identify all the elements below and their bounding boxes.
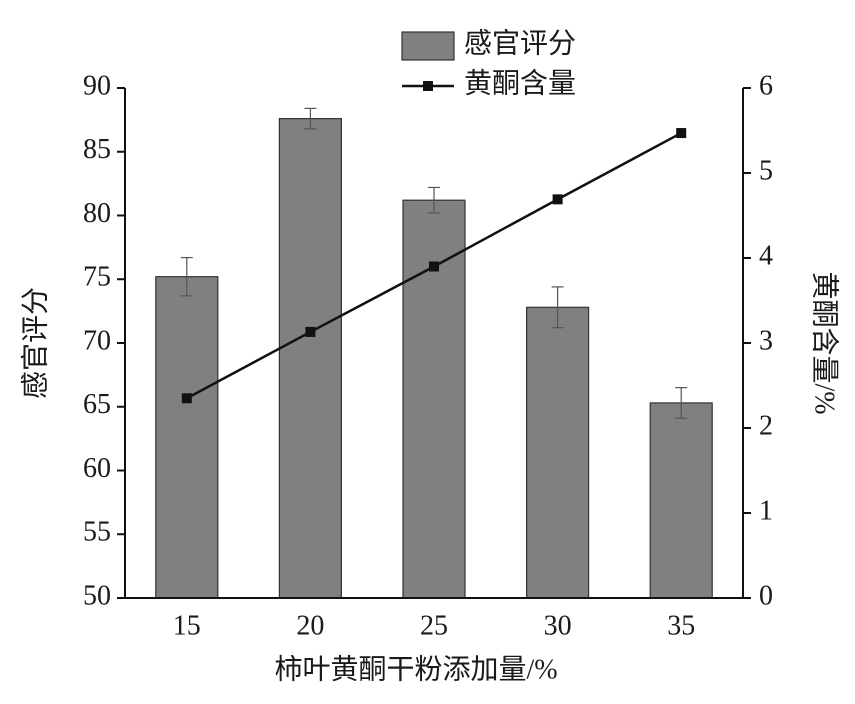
y-tick-label: 80	[83, 198, 111, 229]
line-marker	[552, 194, 563, 205]
y2-tick-label: 1	[759, 495, 773, 526]
error-bar	[428, 186, 440, 214]
y2-tick-label: 3	[759, 325, 773, 356]
bar	[402, 199, 466, 599]
y-tick-label: 65	[83, 389, 111, 420]
y2-tick-label: 5	[759, 155, 773, 186]
line-marker	[181, 393, 192, 404]
y2-axis-label: 黄酮含量/%	[809, 271, 841, 414]
bar	[278, 117, 342, 599]
y-tick-label: 85	[83, 134, 111, 165]
legend-marker	[423, 81, 433, 91]
y-axis-label: 感官评分	[19, 287, 51, 399]
x-tick-label: 25	[420, 610, 448, 641]
line-marker	[676, 128, 687, 139]
bar	[649, 402, 713, 599]
y-tick-label: 70	[83, 325, 111, 356]
y-tick-label: 50	[83, 580, 111, 611]
error-bar	[180, 256, 193, 297]
line-marker	[429, 261, 439, 272]
error-bar	[675, 387, 688, 419]
y2-tick-label: 4	[759, 240, 773, 271]
bar	[525, 306, 590, 599]
y-tick-label: 90	[83, 70, 111, 101]
legend-label: 黄酮含量	[464, 67, 576, 99]
x-tick-label: 35	[667, 610, 695, 641]
legend-swatch	[401, 31, 455, 61]
error-bar	[304, 107, 317, 130]
y2-tick-label: 0	[759, 580, 773, 611]
x-tick-label: 15	[173, 610, 201, 641]
x-tick-label: 20	[296, 610, 324, 641]
y-tick-label: 75	[83, 262, 111, 293]
bar	[155, 276, 219, 599]
x-tick-label: 30	[544, 610, 572, 641]
y2-tick-label: 2	[759, 410, 773, 441]
y2-tick-label: 6	[759, 70, 773, 101]
legend-label: 感官评分	[464, 27, 576, 59]
y-tick-label: 60	[83, 453, 111, 484]
line-marker	[305, 326, 316, 337]
y-tick-label: 55	[83, 517, 111, 548]
error-bar	[551, 286, 564, 329]
x-axis-label: 柿叶黄酮干粉添加量/%	[274, 653, 557, 685]
